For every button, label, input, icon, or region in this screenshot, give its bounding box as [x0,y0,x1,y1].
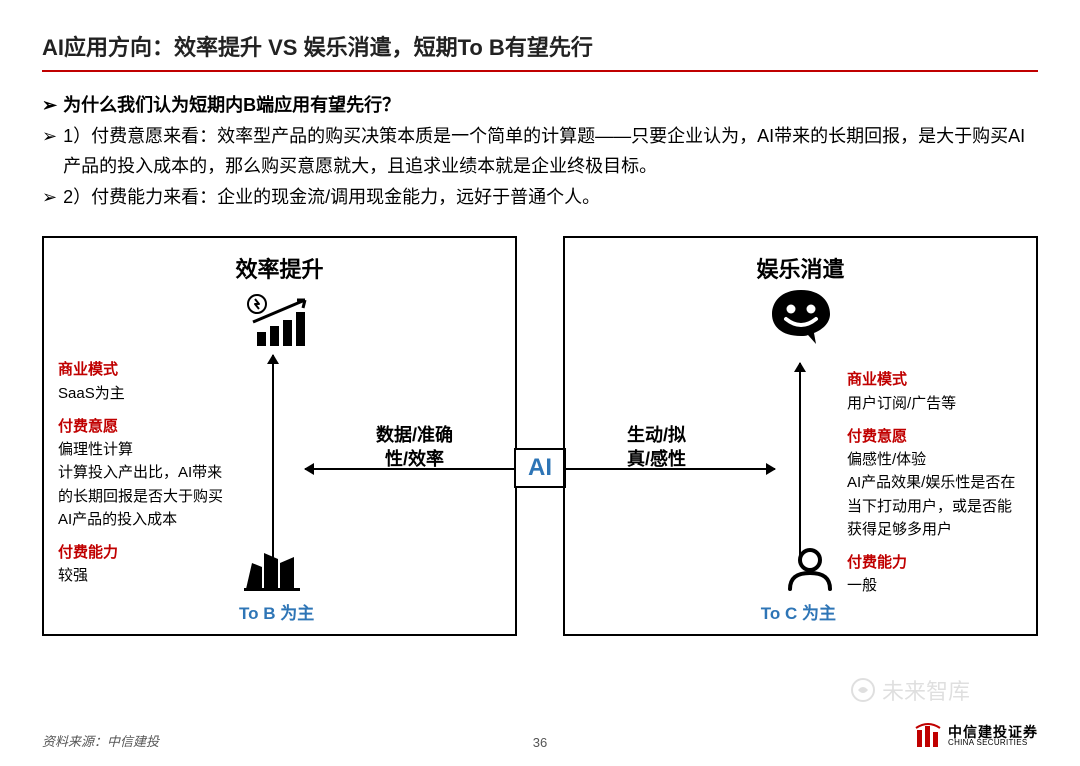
bottom-label: To B 为主 [239,599,314,624]
logo-text-en: CHINA SECURITIES [948,739,1038,747]
arrow-label: 数据/准确性/效率 [376,424,453,471]
attr-body: 较强 [58,564,233,587]
attr-label: 付费能力 [847,551,1022,574]
bottom-label: To C 为主 [761,599,836,624]
attr-body: 偏感性/体验 AI产品效果/娱乐性是否在当下打动用户，或是否能获得足够多用户 [847,448,1022,541]
attr-body: SaaS为主 [58,382,233,405]
bullet-text: 2）付费能力来看：企业的现金流/调用现金能力，远好于普通个人。 [63,182,600,213]
up-arrow [272,355,274,560]
attr-label: 付费意愿 [847,425,1022,448]
bullet-list: ➢为什么我们认为短期内B端应用有望先行？ ➢1）付费意愿来看：效率型产品的购买决… [42,90,1038,212]
title-rule [42,70,1038,72]
attr-body: 用户订阅/广告等 [847,392,1022,415]
panel-tob: 效率提升 数据/准确性/效率 商业模式 SaaS为主 付 [42,236,517,636]
attrs-left: 商业模式 SaaS为主 付费意愿 偏理性计算 计算投入产出比，AI带来的长期回报… [58,358,233,587]
attr-label: 商业模式 [58,358,233,381]
page-number: 36 [533,735,547,750]
bullet-mark: ➢ [42,121,57,182]
attr-body: 偏理性计算 计算投入产出比，AI带来的长期回报是否大于购买AI产品的投入成本 [58,438,233,531]
center-gap: AI [517,236,563,636]
attr-body: 一般 [847,574,1022,597]
up-arrow [799,363,801,560]
user-icon [784,547,836,596]
slide: AI应用方向：效率提升 VS 娱乐消遣，短期To B有望先行 ➢为什么我们认为短… [0,0,1080,766]
watermark: 未来智库 [850,674,970,706]
attrs-right: 商业模式 用户订阅/广告等 付费意愿 偏感性/体验 AI产品效果/娱乐性是否在当… [847,368,1022,597]
enterprise-icon [244,549,300,596]
bullet-text: 1）付费意愿来看：效率型产品的购买决策本质是一个简单的计算题——只要企业认为，A… [63,121,1038,182]
entertainment-icon [766,286,836,353]
logo-text-cn: 中信建投证券 [948,725,1038,739]
source-text: 资料来源：中信建投 [42,731,159,750]
diagram: 效率提升 数据/准确性/效率 商业模式 SaaS为主 付 [42,236,1038,636]
bullet-text: 为什么我们认为短期内B端应用有望先行？ [63,90,400,121]
footer: 资料来源：中信建投 36 中信建投证券 CHINA SECURITIES [42,722,1038,750]
ai-node: AI [514,448,566,488]
efficiency-icon [245,292,315,353]
panel-title: 娱乐消遣 [756,252,844,284]
logo-icon [914,722,942,750]
arrow-label: 生动/拟真/感性 [627,424,686,471]
attr-label: 付费能力 [58,541,233,564]
brand-logo: 中信建投证券 CHINA SECURITIES [914,722,1038,750]
bullet-mark: ➢ [42,90,57,121]
panel-title: 效率提升 [235,252,323,284]
slide-title: AI应用方向：效率提升 VS 娱乐消遣，短期To B有望先行 [42,30,1038,62]
panel-toc: 娱乐消遣 生动/拟真/感性 商业模式 用户订阅/广告等 付费意愿 偏感性/体验 … [563,236,1038,636]
attr-label: 商业模式 [847,368,1022,391]
attr-label: 付费意愿 [58,415,233,438]
bullet-mark: ➢ [42,182,57,213]
